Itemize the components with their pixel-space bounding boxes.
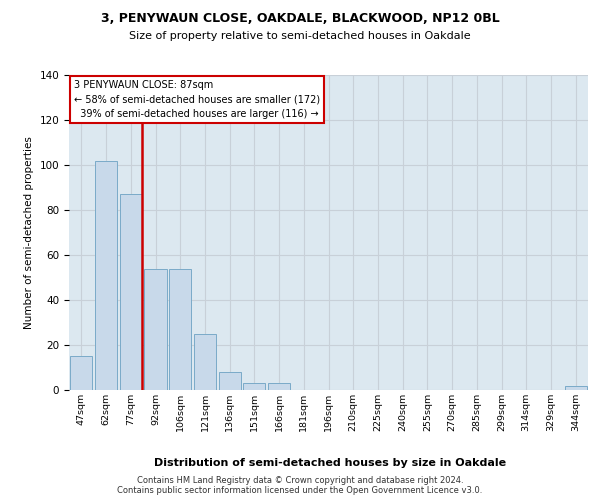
Text: Contains HM Land Registry data © Crown copyright and database right 2024.
Contai: Contains HM Land Registry data © Crown c… [118, 476, 482, 495]
Bar [218, 372, 241, 390]
Text: 3 PENYWAUN CLOSE: 87sqm
← 58% of semi-detached houses are smaller (172)
  39% of: 3 PENYWAUN CLOSE: 87sqm ← 58% of semi-de… [74, 80, 320, 119]
Bar [169, 268, 191, 390]
Text: 3, PENYWAUN CLOSE, OAKDALE, BLACKWOOD, NP12 0BL: 3, PENYWAUN CLOSE, OAKDALE, BLACKWOOD, N… [101, 12, 499, 26]
Text: Distribution of semi-detached houses by size in Oakdale: Distribution of semi-detached houses by … [154, 458, 506, 468]
Bar [565, 386, 587, 390]
Bar [70, 356, 92, 390]
Bar [194, 334, 216, 390]
Bar [95, 160, 117, 390]
Bar [243, 383, 265, 390]
Bar [268, 383, 290, 390]
Bar [145, 268, 167, 390]
Y-axis label: Number of semi-detached properties: Number of semi-detached properties [24, 136, 34, 329]
Text: Size of property relative to semi-detached houses in Oakdale: Size of property relative to semi-detach… [129, 31, 471, 41]
Bar [119, 194, 142, 390]
